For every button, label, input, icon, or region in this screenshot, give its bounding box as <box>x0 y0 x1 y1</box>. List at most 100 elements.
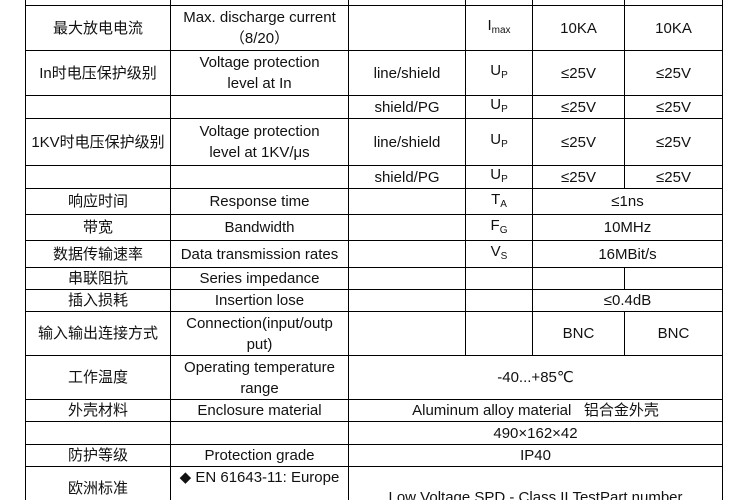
symbol-sub: P <box>501 174 508 185</box>
table-cell: BNC <box>532 311 625 356</box>
table-cell: Connection(input/outp put) <box>170 311 349 356</box>
table-cell: 最大放电电流 <box>25 5 171 51</box>
table-cell: ≤25V <box>532 95 625 119</box>
table-cell: 外壳材料 <box>25 399 171 422</box>
symbol: FG <box>491 215 508 241</box>
table-cell: Protection grade <box>170 444 349 467</box>
symbol: UP <box>490 129 508 155</box>
table-cell: ≤25V <box>532 50 625 96</box>
empty-cell <box>348 311 466 356</box>
empty-cell <box>465 267 533 290</box>
table-cell: TA <box>465 188 533 215</box>
symbol-sub: P <box>501 139 508 150</box>
table-cell: 带宽 <box>25 214 171 241</box>
table-cell: Voltage protection level at In <box>170 50 349 96</box>
table-cell: 插入损耗 <box>25 289 171 312</box>
table-cell: line/shield <box>348 118 466 166</box>
empty-cell <box>348 5 466 51</box>
table-cell: Enclosure material <box>170 399 349 422</box>
table-cell: ≤25V <box>624 95 723 119</box>
table-cell: Bandwidth <box>170 214 349 241</box>
symbol-base: U <box>490 131 502 148</box>
table-cell: UP <box>465 95 533 119</box>
empty-cell <box>25 95 171 119</box>
symbol: UP <box>490 60 508 86</box>
empty-cell <box>170 165 349 189</box>
cell-line: （8/20） <box>229 30 290 47</box>
table-cell: ≤0.4dB <box>532 289 723 312</box>
symbol-sub: A <box>500 198 507 210</box>
table-cell: Response time <box>170 188 349 215</box>
table-cell: line/shield <box>348 50 466 96</box>
symbol-sub: G <box>499 224 508 236</box>
empty-cell <box>348 240 466 268</box>
table-cell: 输入输出连接方式 <box>25 311 171 356</box>
table-cell: Insertion lose <box>170 289 349 312</box>
table-cell: FG <box>465 214 533 241</box>
table-cell: shield/PG <box>348 165 466 189</box>
table-cell: shield/PG <box>348 95 466 119</box>
empty-cell <box>348 188 466 215</box>
table-cell: Max. discharge current （8/20） <box>170 5 349 51</box>
empty-cell <box>348 289 466 312</box>
table-cell: IP40 <box>348 444 723 467</box>
table-cell: Low Voltage SPD - Class II TestPart numb… <box>348 466 723 500</box>
symbol-sub: S <box>500 251 508 262</box>
symbol-base: T <box>491 190 501 208</box>
table-cell: Data transmission rates <box>170 240 349 268</box>
cell-line: Operating temperature <box>184 358 335 376</box>
table-cell: ≤25V <box>532 118 625 166</box>
table-cell: ≤1ns <box>532 188 723 215</box>
symbol-sub: max <box>491 25 511 36</box>
empty-cell <box>348 267 466 290</box>
symbol-base: U <box>490 62 502 79</box>
empty-cell <box>25 421 171 445</box>
symbol: Imax <box>487 15 510 41</box>
table-cell: 串联阻抗 <box>25 267 171 290</box>
symbol-sub: P <box>501 104 508 115</box>
table-cell: Series impedance <box>170 267 349 290</box>
cell-line: range <box>240 379 279 397</box>
table-cell: ≤25V <box>624 165 723 189</box>
empty-cell <box>624 267 723 290</box>
table-cell: -40...+85℃ <box>348 355 723 400</box>
table-cell: 10KA <box>532 5 625 51</box>
cell-line: level at 1KV/μs <box>209 144 310 161</box>
symbol: VS <box>491 241 508 267</box>
symbol-base: U <box>490 96 502 113</box>
empty-cell <box>170 421 349 445</box>
table-cell: 1KV时电压保护级别 <box>25 118 171 166</box>
cell-line: Voltage protection <box>199 54 320 71</box>
symbol: TA <box>491 189 507 215</box>
table-cell: Aluminum alloy material 铝合金外壳 <box>348 399 723 422</box>
symbol-base: U <box>490 166 502 183</box>
cell-line: put) <box>246 335 273 353</box>
table-cell: 防护等级 <box>25 444 171 467</box>
table-cell: Imax <box>465 5 533 51</box>
empty-cell <box>348 214 466 241</box>
table-cell: 欧洲标准 <box>25 466 171 500</box>
table-cell: ◆ EN 61643-11: Europe <box>170 466 349 500</box>
table-cell: 10KA <box>624 5 723 51</box>
symbol: UP <box>490 164 508 190</box>
empty-cell <box>465 311 533 356</box>
table-cell: ≤25V <box>624 50 723 96</box>
cell-line: level at In <box>227 75 292 92</box>
table-cell: ≤25V <box>624 118 723 166</box>
table-cell: Voltage protection level at 1KV/μs <box>170 118 349 166</box>
table-cell: VS <box>465 240 533 268</box>
table-cell: 490×162×42 <box>348 421 723 445</box>
table-cell: UP <box>465 165 533 189</box>
table-cell: 10MHz <box>532 214 723 241</box>
symbol-base: I <box>487 17 492 34</box>
table-cell: 数据传输速率 <box>25 240 171 268</box>
symbol-base: F <box>490 216 500 234</box>
table-cell: 工作温度 <box>25 355 171 400</box>
symbol: UP <box>490 94 508 120</box>
symbol-sub: P <box>501 70 508 81</box>
empty-cell <box>25 165 171 189</box>
table-cell: Operating temperature range <box>170 355 349 400</box>
empty-cell <box>170 95 349 119</box>
table-cell: In时电压保护级别 <box>25 50 171 96</box>
